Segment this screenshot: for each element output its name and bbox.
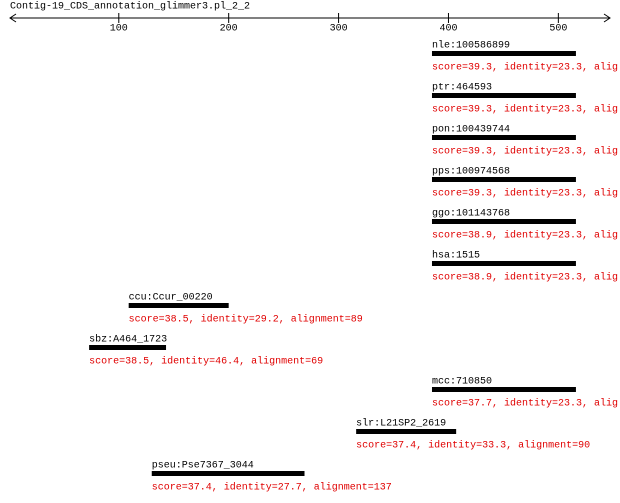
hit-name: hsa:1515: [432, 250, 480, 262]
hit-name: nle:100586899: [432, 40, 510, 52]
x-tick-label: 200: [220, 24, 238, 35]
hit-bar: [431, 177, 576, 182]
hit-score: score=39.3, identity=23.3, alig: [432, 62, 618, 74]
hit-name: mcc:710850: [432, 377, 492, 388]
hit-bar: [431, 135, 576, 140]
hit-score: score=38.5, identity=29.2, alignment=89: [129, 314, 363, 326]
hit-score: score=37.7, identity=23.3, alig: [432, 398, 618, 410]
x-tick-label: 100: [110, 24, 128, 35]
hit-name: sbz:A464_1723: [89, 334, 167, 346]
hit-bar: [89, 345, 167, 350]
hit-score: score=38.5, identity=46.4, alignment=69: [89, 356, 323, 368]
hit-score: score=38.9, identity=23.3, alig: [432, 272, 618, 284]
hit-bar: [431, 93, 576, 98]
hit-bar: [356, 429, 457, 434]
x-tick-label: 500: [549, 24, 567, 35]
x-tick-label: 400: [439, 24, 457, 35]
hit-bar: [151, 471, 305, 476]
hit-score: score=39.3, identity=23.3, alig: [432, 146, 618, 158]
hit-bar: [128, 303, 229, 308]
hit-name: ptr:464593: [432, 83, 492, 94]
axis-arrows: [9, 13, 611, 23]
hit-score: score=37.4, identity=27.7, alignment=137: [152, 482, 392, 494]
hit-score: score=38.9, identity=23.3, alig: [432, 230, 618, 242]
hit-name: slr:L21SP2_2619: [356, 418, 446, 430]
hit-bar: [431, 261, 576, 266]
hit-bar: [431, 51, 576, 56]
hit-score: score=39.3, identity=23.3, alig: [432, 104, 618, 116]
hit-name: pon:100439744: [432, 125, 510, 136]
hit-score: score=37.4, identity=33.3, alignment=90: [356, 440, 590, 452]
hit-name: pps:100974568: [432, 167, 510, 178]
hit-bar: [431, 387, 576, 392]
hit-bar: [431, 219, 576, 224]
hit-name: ggo:101143768: [432, 209, 510, 220]
hit-score: score=39.3, identity=23.3, alig: [432, 188, 618, 200]
hit-name: ccu:Ccur_00220: [129, 293, 213, 304]
hit-name: pseu:Pse7367_3044: [152, 461, 254, 472]
chart-title: Contig-19_CDS_annotation_glimmer3.pl_2_2: [10, 1, 250, 13]
x-tick-label: 300: [330, 24, 348, 35]
